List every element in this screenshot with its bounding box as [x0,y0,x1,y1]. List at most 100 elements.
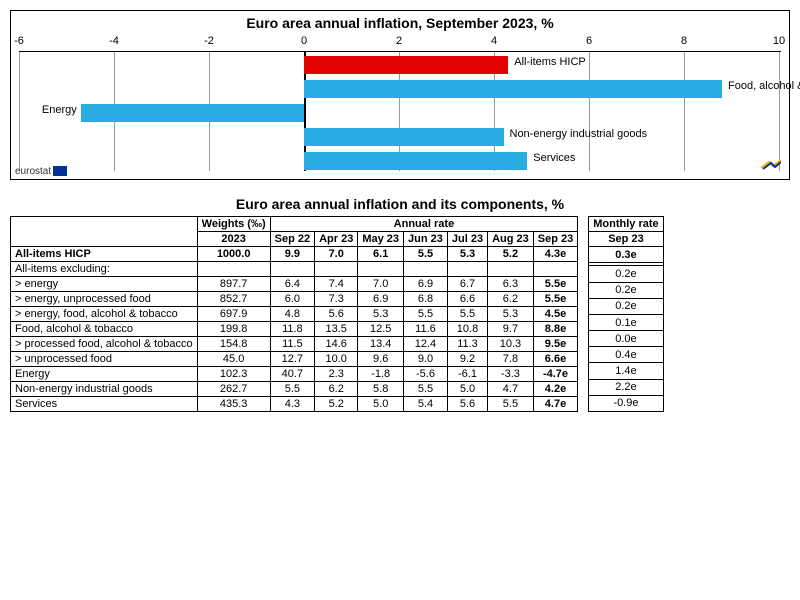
bar [304,80,722,98]
value-cell: 9.2 [447,352,487,367]
value-cell: 5.3 [488,307,534,322]
monthly-cell: 1.4e [589,363,663,379]
bar [304,56,508,74]
value-cell: -4.7e [533,367,577,382]
x-axis: -6-4-20246810 [19,35,781,51]
value-cell: 6.0 [270,292,314,307]
weight-cell: 154.8 [197,337,270,352]
monthly-cell: 0.2e [589,282,663,298]
value-cell: 4.5e [533,307,577,322]
value-cell: 12.4 [404,337,448,352]
weight-cell: 1000.0 [197,247,270,262]
monthly-cell: 0.2e [589,266,663,282]
axis-tick: 10 [773,35,785,47]
bar-label: Services [533,152,575,164]
value-cell: 4.3e [533,247,577,262]
value-cell: 6.3 [488,277,534,292]
value-cell: 13.4 [358,337,404,352]
value-cell: 5.5e [533,277,577,292]
axis-tick: -4 [109,35,119,47]
tables-container: Weights (‰)Annual rate2023Sep 22Apr 23Ma… [10,216,790,412]
axis-tick: 0 [301,35,307,47]
value-cell: 40.7 [270,367,314,382]
bar [304,128,504,146]
value-cell: 6.7 [447,277,487,292]
value-cell: 10.3 [488,337,534,352]
row-label: All-items HICP [11,247,198,262]
monthly-table: Monthly rateSep 230.3e0.2e0.2e0.2e0.1e0.… [588,216,663,412]
value-cell [315,262,358,277]
weight-cell: 45.0 [197,352,270,367]
row-label: > energy, food, alcohol & tobacco [11,307,198,322]
value-cell: 10.8 [447,322,487,337]
monthly-cell: 0.2e [589,298,663,314]
value-cell: 5.3 [447,247,487,262]
row-label: Non-energy industrial goods [11,382,198,397]
value-cell: 9.9 [270,247,314,262]
value-cell: 7.0 [315,247,358,262]
row-label: Food, alcohol & tobacco [11,322,198,337]
value-cell: 13.5 [315,322,358,337]
weight-cell: 199.8 [197,322,270,337]
value-cell: 4.7e [533,397,577,412]
value-cell: -6.1 [447,367,487,382]
axis-tick: -6 [14,35,24,47]
value-cell [404,262,448,277]
value-cell: -3.3 [488,367,534,382]
row-label: > energy, unprocessed food [11,292,198,307]
value-cell: 7.4 [315,277,358,292]
value-cell [270,262,314,277]
value-cell: 11.3 [447,337,487,352]
weight-cell: 852.7 [197,292,270,307]
axis-tick: -2 [204,35,214,47]
weight-cell: 697.9 [197,307,270,322]
bar [81,104,304,122]
value-cell: 8.8e [533,322,577,337]
value-cell: 5.6 [315,307,358,322]
bar-label: All-items HICP [514,56,586,68]
value-cell: 5.8 [358,382,404,397]
chart-area: -6-4-20246810 All-items HICPFood, alcoho… [19,35,781,175]
value-cell: 4.2e [533,382,577,397]
value-cell: 5.5 [404,307,448,322]
value-cell: 6.9 [404,277,448,292]
value-cell: 11.6 [404,322,448,337]
bar-label: Food, alcohol & tobacco [728,80,800,92]
value-cell: 11.8 [270,322,314,337]
value-cell: 5.5 [404,382,448,397]
weight-cell: 897.7 [197,277,270,292]
axis-tick: 4 [491,35,497,47]
value-cell [533,262,577,277]
value-cell: 5.3 [358,307,404,322]
weight-cell: 102.3 [197,367,270,382]
bar [304,152,527,170]
axis-tick: 2 [396,35,402,47]
monthly-cell: 0.1e [589,314,663,330]
monthly-cell: 2.2e [589,379,663,395]
value-cell: 5.5 [270,382,314,397]
value-cell: 7.8 [488,352,534,367]
bar-row: All-items HICP [19,54,781,76]
value-cell: 6.8 [404,292,448,307]
bar-row: Energy [19,102,781,124]
bar-label: Non-energy industrial goods [510,128,648,140]
value-cell: 9.5e [533,337,577,352]
value-cell: 4.7 [488,382,534,397]
row-label: All-items excluding: [11,262,198,277]
row-label: Energy [11,367,198,382]
value-cell: 6.9 [358,292,404,307]
value-cell: 5.2 [315,397,358,412]
value-cell: 9.0 [404,352,448,367]
value-cell: 5.5 [488,397,534,412]
value-cell: 5.4 [404,397,448,412]
bars-container: All-items HICP Food, alcohol & tobacco Ene… [19,51,781,171]
value-cell: 12.7 [270,352,314,367]
value-cell: 6.4 [270,277,314,292]
bar-row: Food, alcohol & tobacco [19,78,781,100]
value-cell: 4.3 [270,397,314,412]
source-footer: eurostat [15,166,67,177]
monthly-cell: -0.9e [589,395,663,411]
value-cell: 5.2 [488,247,534,262]
bar-label: Energy [42,104,77,116]
inflation-bar-chart: Euro area annual inflation, September 20… [10,10,790,180]
